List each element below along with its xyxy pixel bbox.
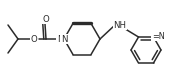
Text: N: N bbox=[57, 34, 63, 44]
Text: O: O bbox=[43, 15, 49, 23]
Text: N: N bbox=[61, 34, 67, 44]
Text: NH: NH bbox=[114, 21, 126, 29]
Text: O: O bbox=[31, 34, 37, 44]
Text: =N: =N bbox=[152, 32, 165, 40]
